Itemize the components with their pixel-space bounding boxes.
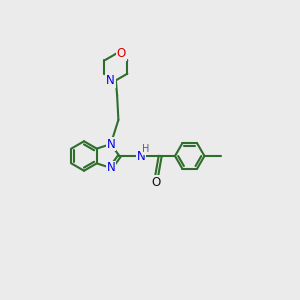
Text: N: N bbox=[137, 149, 146, 163]
Text: N: N bbox=[106, 74, 115, 87]
Text: O: O bbox=[152, 176, 161, 189]
Text: H: H bbox=[142, 144, 149, 154]
Text: O: O bbox=[117, 47, 126, 60]
Text: N: N bbox=[106, 138, 115, 151]
Text: N: N bbox=[106, 161, 115, 174]
